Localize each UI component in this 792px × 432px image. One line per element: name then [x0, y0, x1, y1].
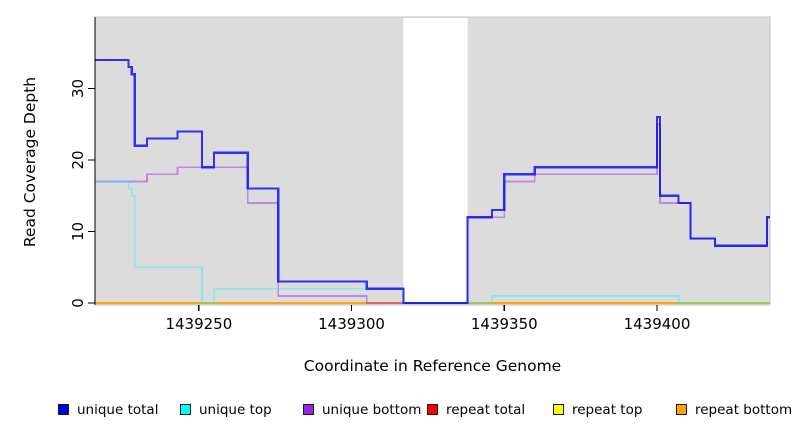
- legend-swatch-icon: [58, 404, 69, 415]
- legend-label: unique top: [199, 401, 272, 418]
- legend-swatch-icon: [180, 404, 191, 415]
- x-tick-label: 1439350: [471, 315, 538, 333]
- legend-label: unique bottom: [322, 401, 422, 418]
- legend-label: unique total: [77, 401, 159, 418]
- y-tick-label: 0: [69, 298, 87, 308]
- x-tick-label: 1439250: [165, 315, 232, 333]
- y-axis-label: Read Coverage Depth: [21, 76, 39, 248]
- legend-item-unique-bottom: unique bottom: [303, 400, 421, 419]
- legend-swatch-icon: [553, 404, 564, 415]
- legend-item-unique-total: unique total: [58, 400, 158, 419]
- legend-label: repeat top: [572, 401, 643, 418]
- series-line-unique-total: [95, 58, 770, 305]
- legend-swatch-icon: [676, 404, 687, 415]
- series-line-unique-top: [95, 180, 770, 304]
- x-axis-label: Coordinate in Reference Genome: [303, 357, 562, 375]
- legend-item-repeat-top: repeat top: [553, 400, 642, 419]
- legend: unique total unique top unique bottom repea…: [0, 400, 792, 422]
- legend-item-repeat-bottom: repeat bottom: [676, 400, 792, 419]
- x-tick-label: 1439400: [624, 315, 691, 333]
- legend-swatch-icon: [427, 404, 438, 415]
- y-tick-label: 20: [69, 150, 87, 169]
- legend-label: repeat total: [446, 401, 526, 418]
- gap-band: [403, 18, 468, 304]
- legend-label: repeat bottom: [695, 401, 792, 418]
- x-tick-label: 1439300: [318, 315, 385, 333]
- legend-item-unique-top: unique top: [180, 400, 272, 419]
- legend-item-repeat-total: repeat total: [427, 400, 525, 419]
- y-tick-label: 30: [69, 79, 87, 98]
- legend-swatch-icon: [303, 404, 314, 415]
- y-tick-label: 10: [69, 222, 87, 241]
